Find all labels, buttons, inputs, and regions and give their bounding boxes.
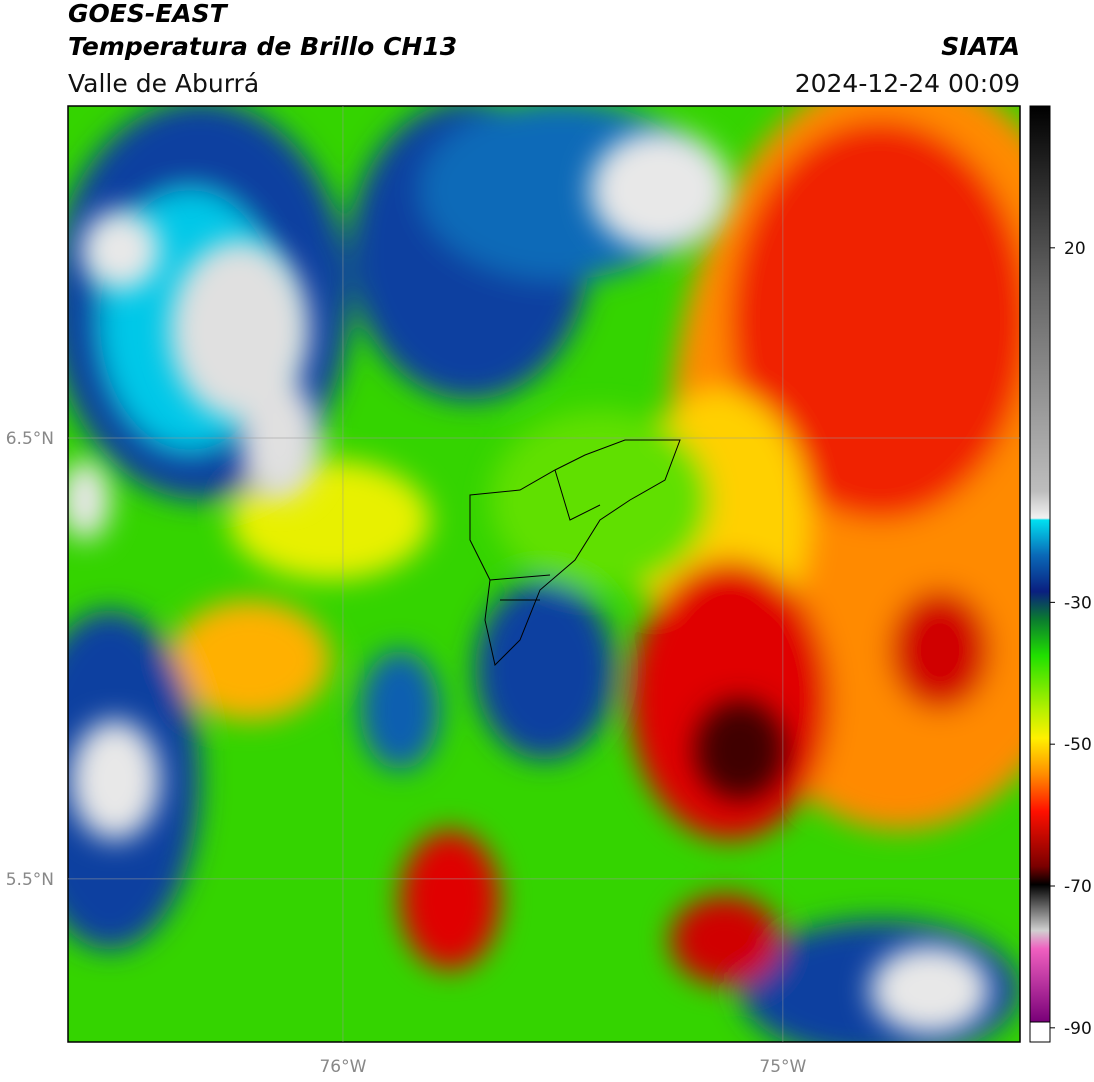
- colorbar: [1030, 106, 1050, 1022]
- colorbar-tick-label: -50: [1064, 735, 1092, 755]
- lat-tick-label: 5.5°N: [6, 870, 54, 890]
- colorbar-tick-label: -90: [1064, 1019, 1092, 1039]
- subtitle: Temperatura de Brillo CH13: [68, 32, 457, 61]
- lon-tick-label: 76°W: [319, 1057, 366, 1077]
- map-frame: [67, 105, 1021, 1043]
- timestamp: 2024-12-24 00:09: [795, 69, 1020, 98]
- colorbar-tick-label: -30: [1064, 593, 1092, 613]
- brightness-temperature-field: [68, 106, 1020, 1042]
- colorbar-tick-label: 20: [1064, 239, 1086, 259]
- colorbar-ticks: 20 -30 -50 -70 -90: [1050, 239, 1092, 1039]
- colorbar-tick-label: -70: [1064, 877, 1092, 897]
- colorbar-frame: [1029, 105, 1051, 1043]
- lat-tick-label: 6.5°N: [6, 429, 54, 449]
- region: Valle de Aburrá: [68, 69, 259, 98]
- lon-tick-label: 75°W: [759, 1057, 806, 1077]
- graticule: 6.5°N 5.5°N 76°W 75°W: [6, 106, 1020, 1077]
- source: SIATA: [941, 32, 1020, 61]
- colorbar-under: [1029, 1021, 1051, 1043]
- title: GOES-EAST: [68, 0, 229, 28]
